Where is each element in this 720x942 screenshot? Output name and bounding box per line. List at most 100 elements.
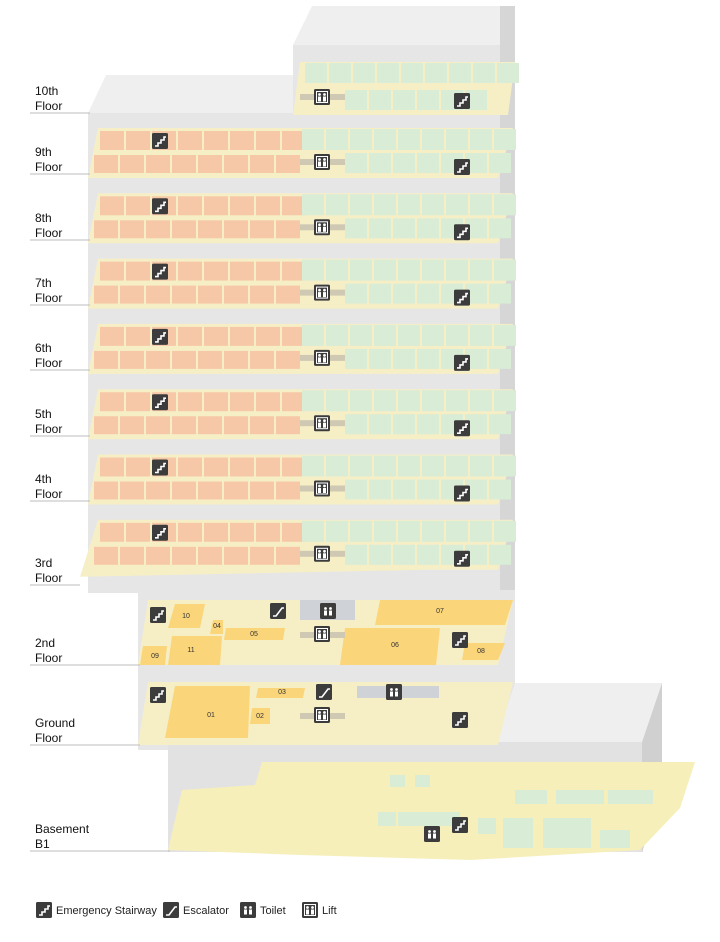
room: [256, 522, 280, 542]
room: [282, 261, 306, 281]
legend-label: Emergency Stairway: [56, 905, 157, 917]
room: [345, 218, 367, 239]
room: [503, 818, 533, 848]
icon-glyph: [428, 833, 431, 839]
lift-icon: [314, 154, 330, 170]
icon-glyph: [316, 286, 328, 299]
room: [494, 455, 516, 477]
room: [374, 520, 396, 542]
floor-label: Floor: [35, 99, 62, 113]
room: [470, 455, 492, 477]
room: [302, 129, 324, 150]
unit: [140, 646, 167, 665]
floor-label: Floor: [35, 422, 62, 436]
room: [350, 324, 372, 346]
icon-glyph: [323, 292, 326, 298]
icon-bg: [452, 817, 468, 833]
icon-glyph: [323, 630, 326, 633]
room: [417, 153, 439, 173]
unit: [210, 620, 223, 634]
icon-glyph: [155, 397, 166, 409]
room: [422, 520, 444, 542]
room: [345, 348, 367, 369]
icon-bg: [316, 684, 332, 700]
room: [422, 259, 444, 281]
room: [515, 790, 547, 804]
floor-label: Floor: [35, 226, 62, 240]
room: [390, 775, 405, 787]
room: [494, 324, 516, 346]
lift-icon: [314, 626, 330, 642]
icon-glyph: [323, 161, 326, 167]
legend-label: Toilet: [260, 905, 286, 917]
roof-low: [88, 75, 293, 113]
room: [350, 455, 372, 477]
icon-glyph: [318, 633, 321, 639]
room: [146, 220, 170, 239]
floor-label: 9th: [35, 145, 52, 159]
icon-glyph: [316, 156, 328, 168]
room: [374, 259, 396, 281]
room: [276, 416, 300, 435]
icon-glyph: [249, 906, 252, 909]
floor-label: Floor: [35, 571, 62, 585]
room: [398, 259, 420, 281]
room: [120, 350, 144, 369]
icon-glyph: [457, 227, 468, 239]
icon-glyph: [244, 909, 247, 915]
room: [350, 390, 372, 412]
icon-bg: [270, 603, 286, 619]
stair-icon: [36, 902, 52, 918]
room: [350, 259, 372, 281]
room: [494, 259, 516, 281]
icon-glyph: [318, 354, 321, 357]
room: [276, 285, 300, 304]
icon-bg: [386, 684, 402, 700]
room: [204, 457, 228, 477]
legend-label: Lift: [322, 905, 337, 917]
room: [465, 153, 487, 173]
room: [446, 194, 468, 216]
icon-glyph: [306, 909, 309, 915]
icon-glyph: [155, 201, 166, 213]
room: [398, 324, 420, 346]
room: [230, 131, 254, 150]
icon-bg: [454, 550, 470, 567]
room: [178, 392, 202, 412]
icon-bg: [36, 902, 52, 918]
icon-bg: [163, 902, 179, 918]
icon-glyph: [395, 688, 398, 691]
room: [256, 196, 280, 216]
icon-glyph: [318, 96, 321, 102]
room: [393, 218, 415, 239]
room: [172, 220, 196, 239]
room: [100, 131, 124, 150]
room: [126, 261, 150, 281]
room: [398, 812, 460, 826]
room: [398, 520, 420, 542]
icon-glyph: [318, 158, 321, 161]
icon-glyph: [323, 633, 326, 639]
room: [446, 520, 468, 542]
room: [494, 390, 516, 412]
room: [302, 390, 324, 412]
room: [465, 348, 487, 369]
icon-glyph: [316, 628, 328, 640]
room: [369, 283, 391, 304]
room: [256, 457, 280, 477]
icon-bg: [454, 159, 470, 175]
floor-label: 5th: [35, 407, 52, 421]
basement-roof: [495, 683, 662, 742]
room: [276, 546, 300, 565]
room: [250, 546, 274, 565]
icon-glyph: [323, 714, 326, 720]
stair-icon: [152, 133, 168, 149]
floor-label: Floor: [35, 731, 62, 745]
room: [94, 285, 118, 304]
room: [198, 416, 222, 435]
icon-glyph: [323, 226, 326, 232]
room: [470, 194, 492, 216]
icon-glyph: [457, 553, 468, 565]
room: [422, 129, 444, 150]
icon-glyph: [318, 488, 321, 493]
